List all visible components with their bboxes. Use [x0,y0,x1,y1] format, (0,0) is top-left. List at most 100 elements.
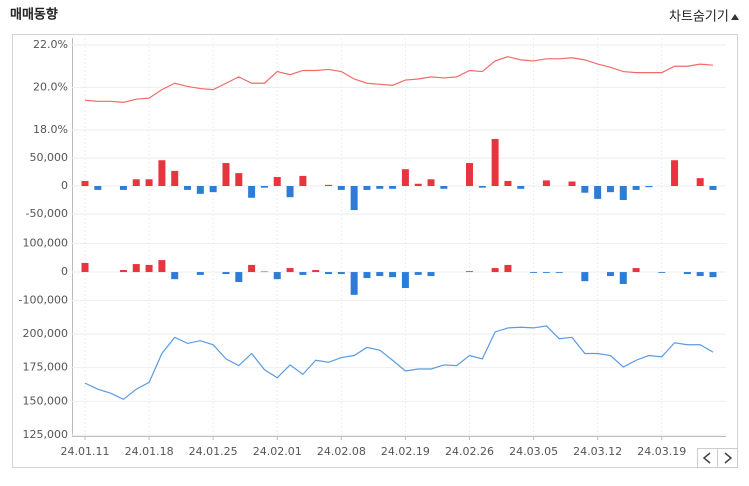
bar [325,272,333,275]
y-tick-label: 22.0% [33,38,68,51]
bar [363,272,371,279]
bar [222,163,230,186]
bar [478,186,486,188]
bar [132,264,140,273]
bar [158,160,166,186]
bar [286,268,294,273]
bar [709,186,717,190]
x-tick-label: 24.03.05 [509,445,558,458]
bar [427,272,435,277]
y-tick-label: 0 [61,179,68,192]
bar [542,180,550,186]
bar [273,177,281,186]
bar [606,186,614,193]
bar [184,186,192,190]
bar [81,180,89,186]
bar [145,264,153,273]
bar [658,272,666,273]
bar [299,272,307,275]
bar [542,272,550,273]
bar [389,186,397,189]
bar [709,272,717,278]
bar [248,186,256,198]
bar [376,186,384,189]
bar [491,268,499,273]
bar [594,186,602,199]
bar [491,138,499,186]
prev-button[interactable] [697,448,718,468]
bar [171,170,179,186]
y-tick-label: 100,000 [23,237,69,250]
bar [337,272,345,275]
x-tick-label: 24.03.19 [637,445,686,458]
bar [260,271,268,273]
bar [581,272,589,282]
bar [414,183,422,186]
bar [389,272,397,278]
bar [299,175,307,186]
y-tick-label: -50,000 [26,207,68,220]
bar [440,186,448,189]
bar [350,272,358,295]
bar [273,272,281,280]
y-tick-label: 175,000 [23,361,69,374]
x-tick-label: 24.02.19 [381,445,430,458]
bar [350,186,358,211]
y-tick-label: 150,000 [23,394,69,407]
bar [517,186,525,189]
x-tick-label: 24.01.11 [61,445,110,458]
x-tick-label: 24.03.12 [573,445,622,458]
bar [619,186,627,200]
bar [581,186,589,193]
bar [427,179,435,186]
bar [671,160,679,186]
prev-icon[interactable] [702,452,711,464]
bar [530,272,538,273]
bar [196,272,204,275]
bar [81,262,89,273]
bar [260,186,268,188]
y-tick-label: -100,000 [19,294,68,307]
bar [504,264,512,273]
y-tick-label: 125,000 [23,428,69,441]
x-tick-label: 24.02.01 [253,445,302,458]
bar [145,179,153,186]
bar [119,186,127,190]
bar [325,184,333,186]
bar [363,186,371,190]
next-icon[interactable] [724,452,733,464]
bar [209,186,217,193]
bar [504,180,512,186]
toggle-chart[interactable]: 차트숨기기 [669,10,729,25]
bar [465,163,473,186]
x-tick-label: 24.02.08 [317,445,366,458]
y-tick-label: 50,000 [30,151,69,164]
bar [555,272,563,273]
bar [696,178,704,186]
bar [312,270,320,273]
bar [222,272,230,275]
bar [683,272,691,275]
x-tick-label: 24.01.18 [125,445,174,458]
bar [235,272,243,283]
bar [465,271,473,273]
bar [401,169,409,186]
bar [248,264,256,273]
x-tick-label: 24.01.25 [189,445,238,458]
panel-title: 매매동향 [10,7,58,23]
chart-frame [12,34,738,468]
bar [414,272,422,275]
y-tick-label: 0 [61,265,68,278]
y-tick-label: 18.0% [33,123,68,136]
bar [632,268,640,273]
y-tick-label: 20.0% [33,80,68,93]
next-button[interactable] [717,448,738,468]
bar [132,179,140,186]
bar [286,186,294,198]
bar [401,272,409,289]
y-tick-label: 200,000 [23,327,69,340]
toggle-icon[interactable] [731,14,739,20]
bar [171,272,179,280]
